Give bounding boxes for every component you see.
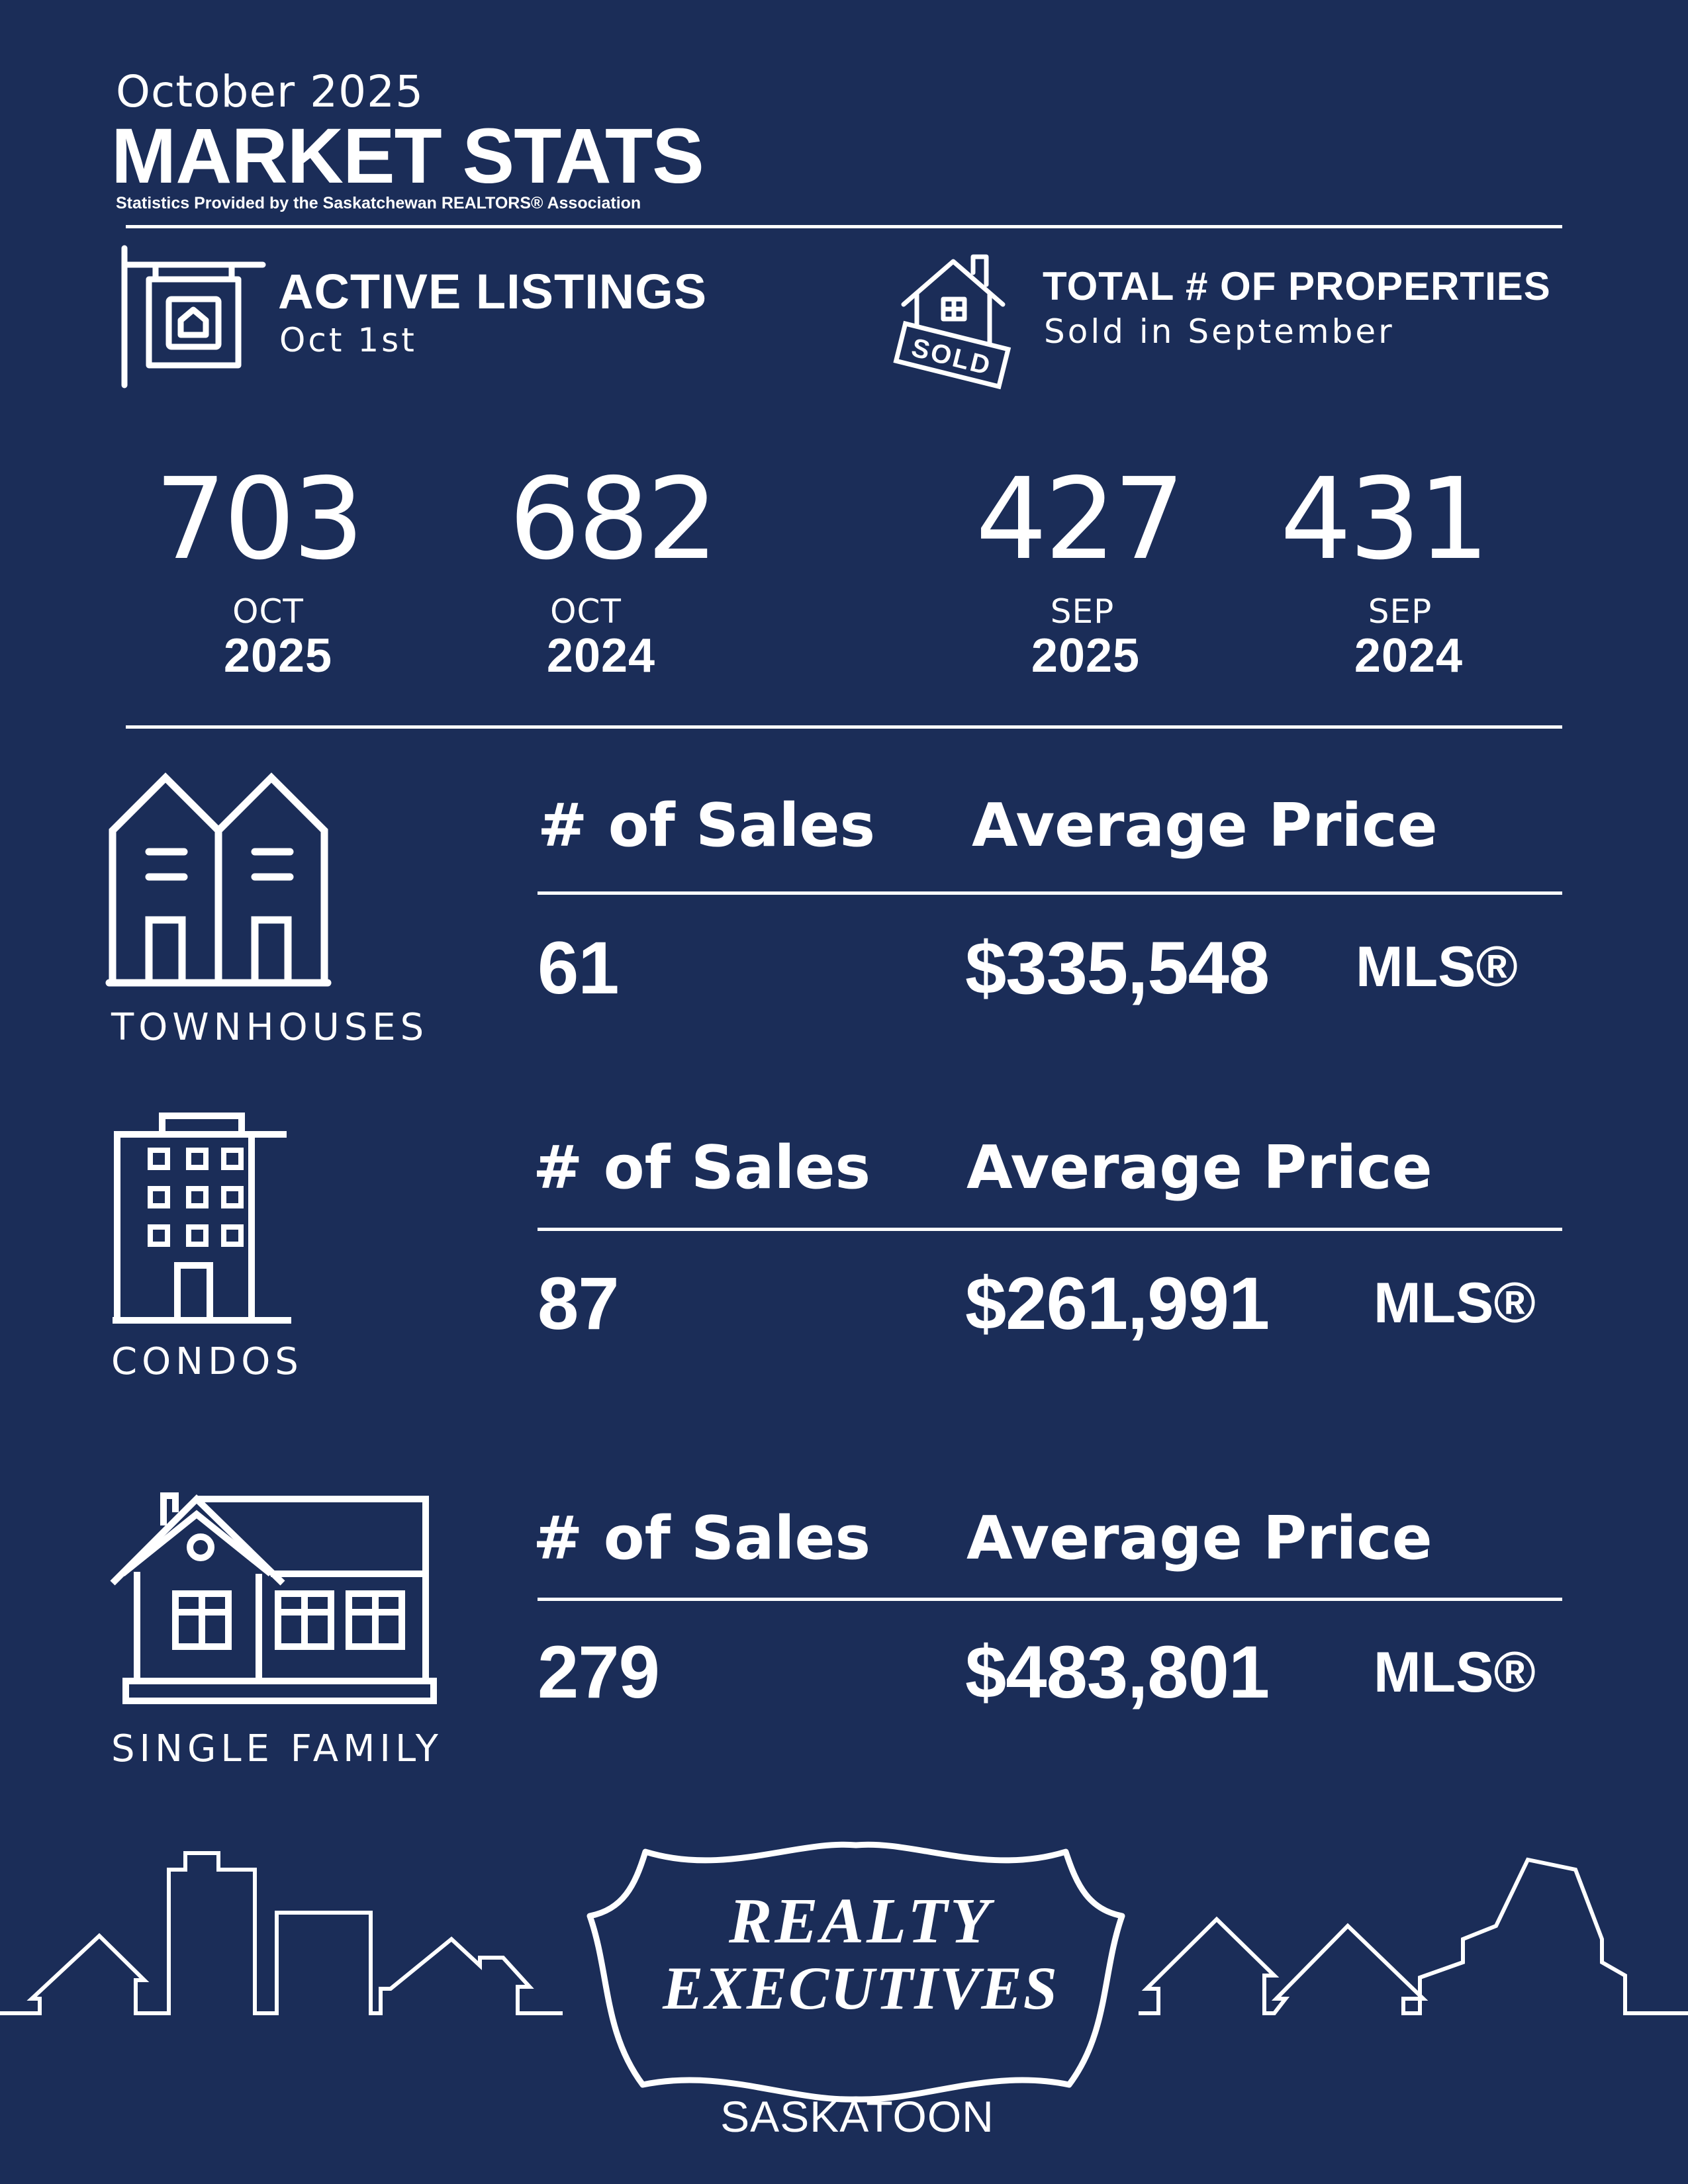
single-family-sales-value: 279 [538, 1631, 660, 1713]
properties-sold-previous-year: 2024 [1354, 629, 1464, 682]
condo-building-icon [113, 1113, 291, 1324]
single-family-price-value: $483,801 [965, 1631, 1270, 1713]
single-family-divider [538, 1598, 1562, 1601]
skyline-left-icon [0, 1851, 563, 2015]
logo-realty-text: REALTY [728, 1886, 995, 1957]
townhouses-sales-value: 61 [538, 927, 620, 1009]
header-divider [126, 225, 1562, 228]
active-listings-previous-month: OCT [550, 592, 622, 631]
realty-executives-logo: REALTY EXECUTIVES [586, 1841, 1125, 2103]
properties-sold-title: TOTAL # OF PROPERTIES [1043, 264, 1551, 308]
townhouses-price-value: $335,548 [965, 927, 1270, 1009]
townhouses-price-label: Average Price [972, 791, 1438, 860]
listing-sign-icon [121, 245, 266, 388]
active-listings-title: ACTIVE LISTINGS [278, 264, 708, 319]
properties-sold-current-year: 2025 [1031, 629, 1141, 682]
properties-sold-previous-month: SEP [1368, 592, 1432, 631]
townhouses-label: TOWNHOUSES [111, 1006, 429, 1049]
townhouse-icon [105, 772, 332, 987]
active-listings-subtitle: Oct 1st [279, 321, 417, 359]
active-listings-current-value: 703 [154, 454, 364, 585]
source-note: Statistics Provided by the Saskatchewan … [116, 194, 641, 212]
single-family-house-icon [110, 1492, 437, 1704]
single-family-sales-label: # of Sales [533, 1504, 871, 1573]
active-listings-current-month: OCT [232, 592, 304, 631]
properties-sold-subtitle: Sold in September [1044, 312, 1395, 351]
active-listings-current-year: 2025 [223, 629, 333, 682]
condos-price-value: $261,991 [965, 1262, 1270, 1345]
active-listings-previous-value: 682 [508, 454, 718, 585]
report-month: October 2025 [116, 66, 424, 117]
condos-label: CONDOS [111, 1340, 303, 1383]
logo-executives-text: EXECUTIVES [662, 1954, 1058, 2022]
single-family-label: SINGLE FAMILY [111, 1727, 443, 1770]
summary-divider [126, 725, 1562, 729]
city-label: SASKATOON [720, 2092, 994, 2141]
condos-price-label: Average Price [966, 1133, 1432, 1203]
townhouses-mls-suffix: MLS® [1356, 935, 1518, 999]
condos-divider [538, 1228, 1562, 1231]
townhouses-sales-label: # of Sales [538, 791, 876, 860]
skyline-right-icon [1139, 1857, 1688, 2015]
single-family-mls-suffix: MLS® [1374, 1641, 1536, 1704]
condos-sales-label: # of Sales [533, 1133, 871, 1203]
condos-mls-suffix: MLS® [1374, 1271, 1536, 1335]
page-title: MARKET STATS [111, 113, 704, 200]
sold-house-icon: SOLD [893, 254, 1011, 390]
properties-sold-previous-value: 431 [1280, 454, 1489, 585]
properties-sold-current-month: SEP [1050, 592, 1115, 631]
active-listings-previous-year: 2024 [546, 629, 656, 682]
properties-sold-current-value: 427 [975, 454, 1185, 585]
townhouses-divider [538, 891, 1562, 895]
single-family-price-label: Average Price [966, 1504, 1432, 1573]
condos-sales-value: 87 [538, 1262, 620, 1345]
